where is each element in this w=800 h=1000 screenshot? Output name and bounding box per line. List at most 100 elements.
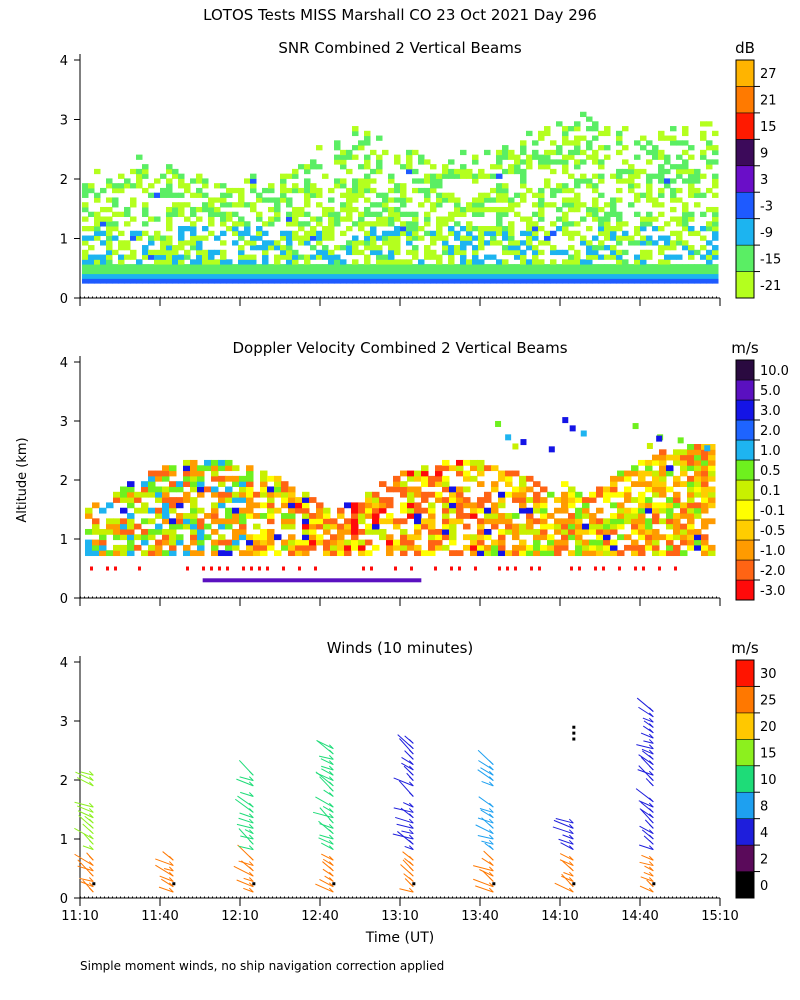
snr-cell <box>634 211 641 217</box>
doppler-cell <box>666 497 674 503</box>
wind-barb-flag <box>328 760 334 766</box>
wind-barb-flag <box>648 797 654 803</box>
snr-cell <box>148 254 155 260</box>
snr-cell <box>370 187 377 194</box>
snr-cell <box>298 226 305 232</box>
snr-cell <box>436 278 443 284</box>
doppler-cell <box>337 539 345 546</box>
snr-cell <box>424 159 431 165</box>
colorbar-swatch <box>735 59 755 87</box>
snr-cell <box>184 268 191 275</box>
doppler-cell <box>610 502 618 509</box>
doppler-cell <box>470 513 478 519</box>
snr-cell <box>166 168 173 175</box>
wind-barb <box>555 818 574 824</box>
snr-cell <box>472 249 479 256</box>
snr-cell <box>700 130 707 137</box>
snr-cell <box>382 221 389 227</box>
snr-cell <box>184 240 191 246</box>
snr-cell <box>148 183 155 189</box>
snr-cell <box>652 173 659 179</box>
doppler-cell <box>589 539 597 546</box>
snr-cell <box>136 183 143 189</box>
snr-cell <box>640 135 647 141</box>
snr-cell <box>538 164 545 170</box>
doppler-cell <box>316 507 324 514</box>
doppler-cell <box>169 481 177 487</box>
doppler-cell <box>526 528 534 535</box>
snr-cell <box>478 192 485 198</box>
doppler-cell <box>386 497 394 503</box>
snr-cell <box>370 202 377 208</box>
doppler-cell <box>379 481 387 487</box>
snr-cell <box>364 159 371 165</box>
snr-cell <box>622 126 629 132</box>
snr-cell <box>364 221 371 227</box>
wind-barb <box>642 717 654 723</box>
doppler-cell <box>701 539 709 546</box>
snr-cell <box>328 278 335 284</box>
snr-cell <box>388 268 395 275</box>
doppler-cell <box>610 513 618 519</box>
doppler-cell <box>400 544 408 551</box>
snr-cell <box>292 216 299 222</box>
snr-cell <box>358 226 365 232</box>
snr-cell <box>298 268 305 275</box>
snr-cell <box>574 140 581 146</box>
snr-cell <box>274 197 281 203</box>
doppler-cell <box>687 491 695 498</box>
doppler-cell <box>631 550 639 557</box>
wind-surface-dot <box>332 882 336 886</box>
doppler-cell <box>281 497 289 503</box>
snr-cell <box>106 197 113 203</box>
snr-cell <box>538 192 545 198</box>
doppler-cell <box>477 459 485 466</box>
snr-cell <box>580 273 587 279</box>
doppler-cell <box>197 518 205 525</box>
snr-cell <box>466 268 473 275</box>
doppler-cell <box>218 518 226 525</box>
doppler-cell <box>239 523 247 530</box>
wind-barb-flag <box>328 781 334 787</box>
snr-cell <box>544 183 551 189</box>
snr-cell <box>358 145 365 151</box>
doppler-cell <box>162 528 170 535</box>
wind-barb <box>74 853 94 866</box>
snr-cell <box>424 197 431 203</box>
snr-cell <box>424 249 431 256</box>
snr-cell <box>676 173 683 179</box>
snr-cell <box>670 192 677 198</box>
snr-cell <box>490 164 497 170</box>
snr-cell <box>424 245 431 251</box>
snr-cell <box>274 264 281 270</box>
doppler-cell <box>624 491 632 498</box>
snr-cell <box>112 197 119 203</box>
snr-cell <box>274 216 281 222</box>
snr-cell <box>142 268 149 275</box>
snr-cell <box>580 268 587 275</box>
snr-cell <box>532 154 539 160</box>
wind-barb-flag <box>88 834 94 840</box>
wind-barb-flag <box>568 871 574 877</box>
doppler-cell <box>120 528 128 535</box>
snr-cell <box>712 254 719 260</box>
snr-cell <box>388 173 395 179</box>
doppler-cell <box>547 534 555 541</box>
snr-cell <box>520 140 527 146</box>
snr-cell <box>184 226 191 232</box>
snr-cell <box>688 154 695 160</box>
doppler-cell <box>400 550 408 557</box>
doppler-cell <box>323 507 331 514</box>
doppler-cell <box>631 544 639 551</box>
snr-cell <box>592 154 599 160</box>
snr-cell <box>550 149 557 156</box>
snr-cell <box>190 259 197 265</box>
snr-cell <box>364 273 371 279</box>
snr-cell <box>634 140 641 146</box>
wind-barb <box>640 876 654 882</box>
doppler-cell <box>407 502 415 509</box>
snr-cell <box>598 159 605 165</box>
snr-cell <box>94 197 101 203</box>
snr-cell <box>574 145 581 151</box>
snr-cell <box>526 216 533 222</box>
